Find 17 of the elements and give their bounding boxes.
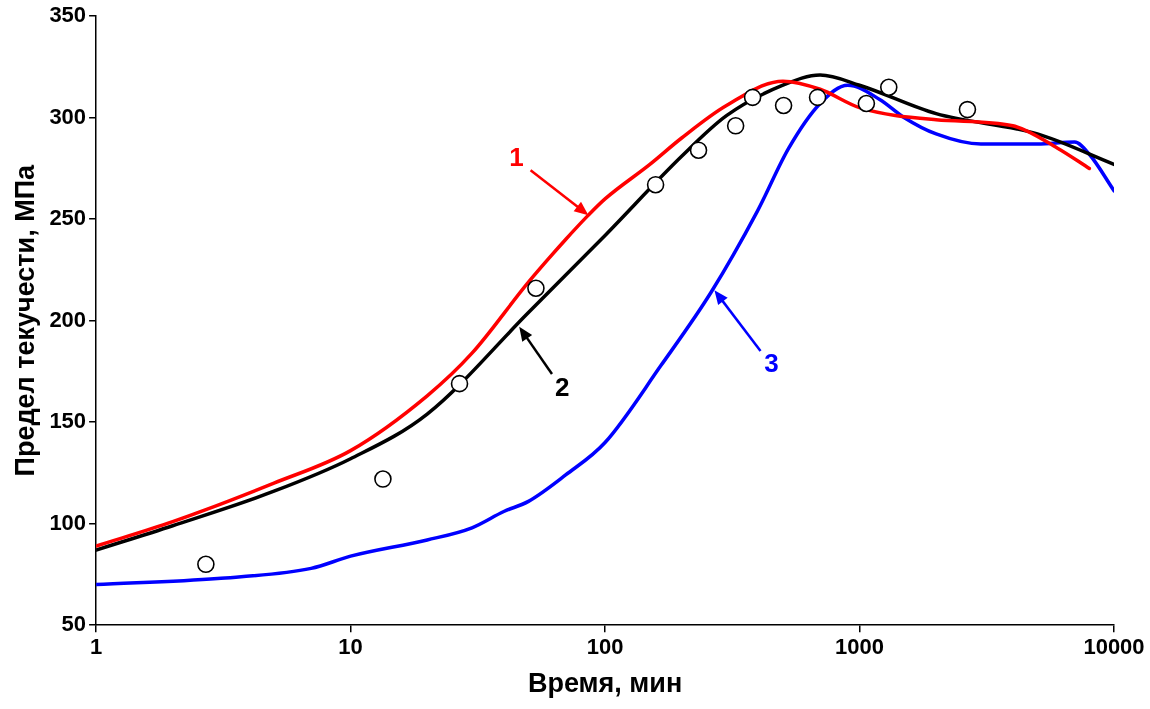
annotation: 1 xyxy=(509,142,524,173)
x-tick-label: 10000 xyxy=(1083,634,1145,660)
y-tick-label: 350 xyxy=(49,2,87,28)
y-tick-label: 200 xyxy=(49,306,87,332)
x-axis-title: Время, мин xyxy=(527,668,683,699)
x-tick-label: 100 xyxy=(586,634,624,660)
y-axis-title: Предел текучести, МПа xyxy=(9,163,40,477)
annotation: 3 xyxy=(764,348,779,379)
y-tick-label: 50 xyxy=(61,611,87,637)
y-tick-label: 250 xyxy=(49,205,87,231)
x-tick-label: 1 xyxy=(89,634,103,660)
y-tick-label: 300 xyxy=(49,103,87,129)
annotation: 2 xyxy=(555,371,570,402)
x-tick-label: 10 xyxy=(338,634,363,660)
y-tick-label: 150 xyxy=(49,408,87,434)
y-tick-label: 100 xyxy=(49,509,87,535)
x-tick-label: 1000 xyxy=(835,634,884,660)
